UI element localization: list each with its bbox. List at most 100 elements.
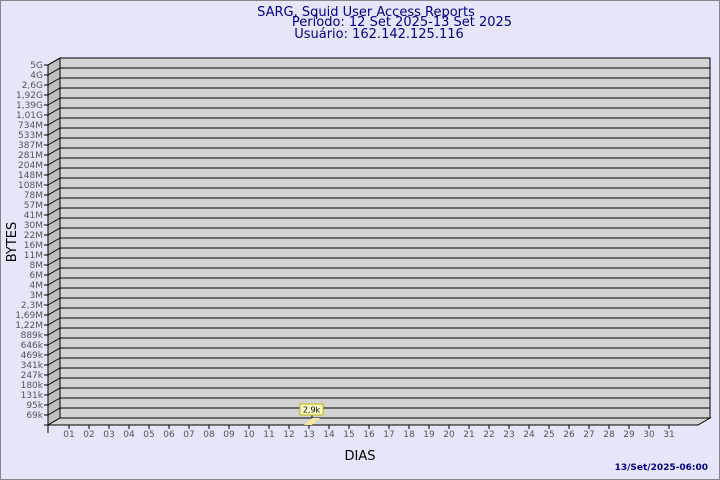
x-tick-label: 02 <box>83 430 94 440</box>
y-tick-label: 131k <box>21 391 44 401</box>
grid-line-side <box>47 317 61 326</box>
x-tick-label: 31 <box>663 430 674 440</box>
y-tick-label: 69k <box>26 411 43 421</box>
y-tick-label: 180k <box>21 381 44 391</box>
grid-line-side <box>47 247 61 256</box>
grid-line-side <box>47 277 61 286</box>
x-tick-label: 24 <box>523 430 535 440</box>
grid-line-side <box>47 187 61 196</box>
grid-line-side <box>47 147 61 156</box>
grid-line-side <box>47 197 61 206</box>
y-tick-label: 469k <box>21 351 44 361</box>
grid-line-side <box>47 97 61 106</box>
x-tick-label: 07 <box>183 430 194 440</box>
y-tick-label: 281M <box>18 151 43 161</box>
y-tick-label: 4M <box>30 281 44 291</box>
grid-line-side <box>47 387 61 396</box>
x-tick-label: 01 <box>63 430 74 440</box>
grid-line-side <box>47 347 61 356</box>
y-tick-label: 204M <box>18 161 43 171</box>
x-tick-label: 15 <box>343 430 354 440</box>
y-tick-label: 95k <box>26 401 43 411</box>
x-axis-label: DIAS <box>345 449 376 464</box>
data-label: 2,9k <box>303 406 321 415</box>
y-tick-label: 16M <box>24 241 43 251</box>
y-tick-label: 387M <box>18 141 43 151</box>
x-tick-label: 28 <box>603 430 615 440</box>
y-tick-label: 148M <box>18 171 43 181</box>
y-tick-label: 889k <box>21 331 44 341</box>
plot-floor <box>46 417 712 426</box>
grid-line-side <box>47 377 61 386</box>
x-tick-label: 20 <box>443 430 455 440</box>
grid-line-side <box>47 227 61 236</box>
x-tick-label: 11 <box>263 430 274 440</box>
x-tick-label: 18 <box>403 430 415 440</box>
x-tick-label: 25 <box>543 430 554 440</box>
x-tick-label: 14 <box>323 430 335 440</box>
y-tick-label: 341k <box>21 361 44 371</box>
footer-timestamp: 13/Set/2025-06:00 <box>615 463 708 473</box>
x-tick-label: 27 <box>583 430 594 440</box>
y-tick-label: 1,69M <box>15 311 43 321</box>
y-tick-label: 1,22M <box>15 321 43 331</box>
grid-line-side <box>47 107 61 116</box>
x-tick-label: 29 <box>623 430 635 440</box>
y-tick-label: 6M <box>30 271 44 281</box>
y-tick-label: 1,01G <box>16 111 43 121</box>
grid-line-side <box>47 397 61 406</box>
y-tick-label: 8M <box>30 261 44 271</box>
grid-line-side <box>47 337 61 346</box>
grid-line-side <box>47 157 61 166</box>
x-tick-label: 21 <box>463 430 474 440</box>
grid-line-side <box>47 307 61 316</box>
chart-title: SARG, Squid User Access Reports <box>257 5 475 20</box>
x-tick-label: 19 <box>423 430 435 440</box>
x-tick-label: 09 <box>223 430 235 440</box>
x-tick-label: 03 <box>103 430 114 440</box>
y-tick-label: 41M <box>24 211 43 221</box>
x-tick-label: 30 <box>643 430 655 440</box>
grid-line-side <box>47 137 61 146</box>
y-tick-label: 57M <box>24 201 43 211</box>
grid-line-side <box>47 77 61 86</box>
grid-line-side <box>47 287 61 296</box>
grid-line-side <box>47 357 61 366</box>
x-tick-label: 17 <box>383 430 394 440</box>
x-tick-label: 08 <box>203 430 215 440</box>
grid-line-side <box>47 367 61 376</box>
y-tick-label: 2,3M <box>21 301 43 311</box>
x-tick-label: 05 <box>143 430 154 440</box>
chart-period: Período: 12 Set 2025-13 Set 2025 <box>292 15 512 30</box>
y-tick-label: 22M <box>24 231 43 241</box>
chart-user: Usuário: 162.142.125.116 <box>294 27 464 42</box>
y-tick-label: 30M <box>24 221 43 231</box>
grid-line-side <box>47 257 61 266</box>
x-tick-label: 04 <box>123 430 135 440</box>
grid-line-side <box>47 267 61 276</box>
y-tick-label: 5G <box>30 61 43 71</box>
grid-line-side <box>47 327 61 336</box>
grid-line-side <box>47 87 61 96</box>
x-tick-label: 13 <box>303 430 314 440</box>
bar-13 <box>304 418 320 425</box>
x-tick-label: 16 <box>363 430 375 440</box>
grid-line-side <box>47 207 61 216</box>
y-tick-label: 78M <box>24 191 43 201</box>
grid-line-side <box>47 57 61 66</box>
x-tick-label: 12 <box>283 430 294 440</box>
y-tick-label: 2,6G <box>22 81 43 91</box>
x-tick-label: 23 <box>503 430 514 440</box>
y-tick-label: 646k <box>21 341 44 351</box>
x-tick-label: 10 <box>243 430 255 440</box>
grid-line-side <box>47 217 61 226</box>
y-tick-label: 247k <box>21 371 44 381</box>
grid-line-side <box>47 177 61 186</box>
data-label-box <box>299 403 324 416</box>
grid-line-side <box>47 167 61 176</box>
grid-line-side <box>47 407 61 416</box>
grid-line-side <box>47 67 61 76</box>
x-tick-label: 22 <box>483 430 494 440</box>
x-tick-label: 06 <box>163 430 175 440</box>
